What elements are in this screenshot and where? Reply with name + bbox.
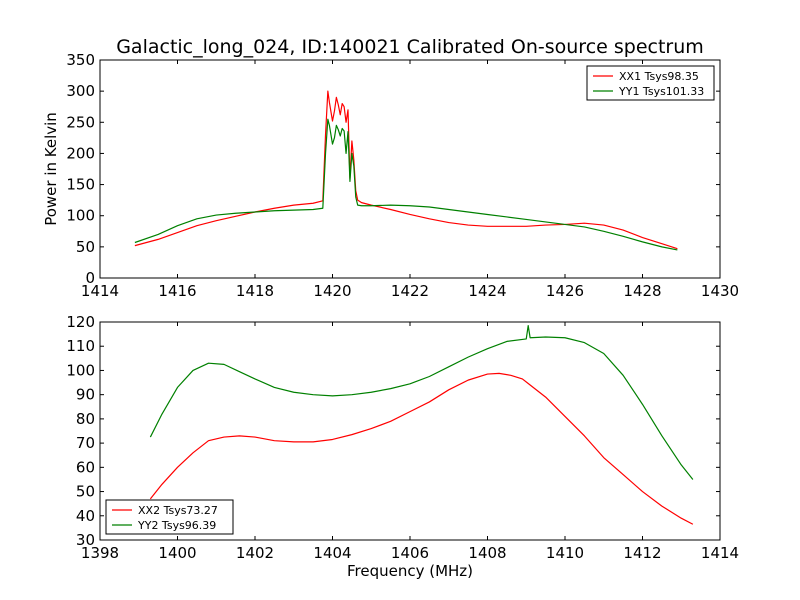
y-tick-label: 60 (76, 458, 95, 476)
y-tick-label: 50 (76, 238, 95, 256)
legend-box (586, 65, 715, 101)
legend-label: XX1 Tsys98.35 (619, 70, 699, 83)
legend-label: YY2 Tsys96.39 (137, 519, 216, 532)
x-tick-label: 1408 (468, 544, 506, 562)
y-tick-label: 120 (66, 313, 95, 331)
x-tick-label: 1410 (546, 544, 584, 562)
x-tick-label: 1424 (468, 282, 506, 300)
legend: XX2 Tsys73.27 YY2 Tsys96.39 (105, 499, 234, 535)
y-tick-label: 200 (66, 144, 95, 162)
x-tick-label: 1426 (546, 282, 584, 300)
y-tick-label: 40 (76, 507, 95, 525)
y-tick-label: 100 (66, 207, 95, 225)
y-axis-label: Power in Kelvin (42, 112, 60, 226)
legend-label: XX2 Tsys73.27 (138, 504, 218, 517)
y-tick-label: 100 (66, 361, 95, 379)
y-tick-label: 50 (76, 483, 95, 501)
x-tick-label: 1416 (158, 282, 196, 300)
x-tick-label: 1414 (81, 282, 119, 300)
y-tick-label: 30 (76, 531, 95, 549)
y-tick-label: 70 (76, 434, 95, 452)
x-tick-label: 1404 (313, 544, 351, 562)
top-spectrum-panel: 1414 1416 1418 1420 1422 1424 1426 1428 1430 0 50 1… (42, 51, 739, 300)
figure-title: Galactic_long_024, ID:140021 Calibrated … (116, 36, 704, 58)
series-line-1-xx (134, 90, 678, 250)
x-tick-label: 1406 (391, 544, 429, 562)
y-tick-label: 250 (66, 113, 95, 131)
y-tick-label: 0 (85, 269, 95, 287)
x-tick-label: 1428 (623, 282, 661, 300)
x-tick-label: 1422 (391, 282, 429, 300)
y-tick-label: 300 (66, 82, 95, 100)
series-line-2-xx (149, 372, 694, 525)
x-tick-label: 1398 (81, 544, 119, 562)
legend-box (105, 499, 234, 535)
y-tick-label: 80 (76, 410, 95, 428)
y-tick-label: 150 (66, 176, 95, 194)
x-tick-label: 1414 (701, 544, 739, 562)
legend: XX1 Tsys98.35 YY1 Tsys101.33 (586, 65, 715, 101)
series-line-2-yy (149, 325, 694, 480)
y-tick-label: 110 (66, 337, 95, 355)
legend-label: YY1 Tsys101.33 (618, 85, 704, 98)
x-tick-label: 1400 (158, 544, 196, 562)
x-tick-label: 1402 (236, 544, 274, 562)
x-tick-label: 1418 (236, 282, 274, 300)
bottom-spectrum-panel: 1398 1400 1402 1404 1406 1408 1410 1412 1414 30 40… (66, 313, 739, 580)
x-axis-label: Frequency (MHz) (347, 562, 473, 580)
x-tick-label: 1420 (313, 282, 351, 300)
series-line-1-yy (134, 118, 678, 251)
y-tick-label: 90 (76, 386, 95, 404)
y-tick-label: 350 (66, 51, 95, 69)
x-tick-label: 1430 (701, 282, 739, 300)
x-tick-label: 1412 (623, 544, 661, 562)
